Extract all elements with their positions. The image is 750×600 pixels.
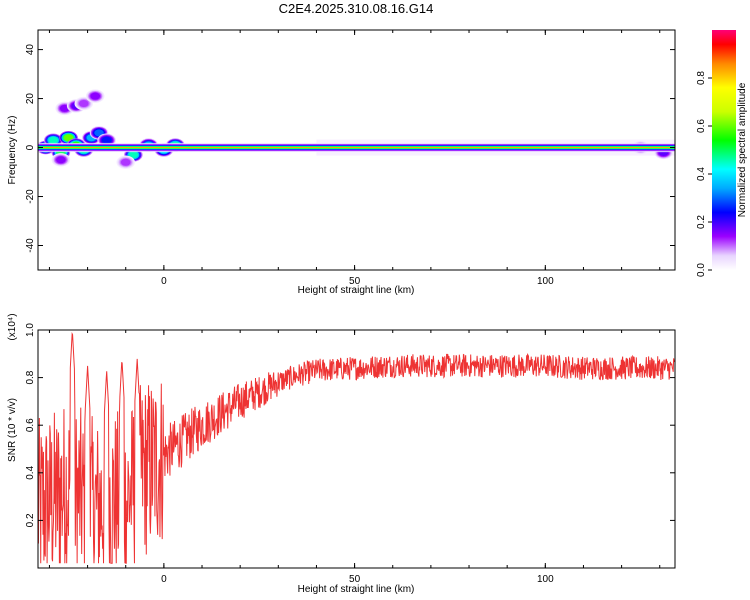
snr-x-tick-label: 100 [537,574,554,585]
snr-y-tick-label: 0.4 [25,465,36,479]
heatmap-x-tick-label: 0 [161,276,167,287]
heatmap-y-tick-label: 20 [25,93,36,105]
heatmap-y-tick-label: 40 [25,44,36,56]
heatmap-plot-area [38,89,675,169]
colorbar-tick-label: 0.2 [696,215,707,229]
heatmap-blob-layer [120,158,131,166]
snr-y-tick-label: 0.6 [25,418,36,432]
heatmap-blob-layer [94,129,104,137]
heatmap-blob [59,131,78,145]
colorbar-label: Normalized spectral amplitude [737,82,748,217]
heatmap-panel: 0 50 100 -40 -20 0 20 40 Height of straight li… [7,29,676,296]
heatmap-blob-layer [56,156,66,164]
snr-series-line [38,331,675,564]
snr-x-tick-label: 0 [161,574,167,585]
heatmap-y-axis-label: Frequency (Hz) [7,116,18,185]
snr-frame [37,329,676,569]
snr-x-ticks: 0 50 100 [48,330,661,585]
heatmap-x-tick-label: 50 [349,276,361,287]
snr-x-tick-label: 50 [349,574,361,585]
heatmap-y-tick-label: -40 [25,238,36,253]
colorbar-tick-label: 0.0 [696,263,707,277]
heatmap-frame [37,29,676,271]
colorbar: 0.0 0.2 0.4 0.6 0.8 Normalized spectral ampl… [696,30,748,277]
heatmap-blob [116,155,136,169]
chart-title: C2E4.2025.310.08.16.G14 [279,1,434,16]
snr-x-axis-label: Height of straight line (km) [298,584,415,595]
heatmap-blob [85,89,105,103]
heatmap-y-ticks: -40 -20 0 20 40 [25,44,675,253]
heatmap-x-ticks: 0 50 100 [48,30,661,287]
snr-y-ticks: 0.2 0.4 0.6 0.8 1.0 [25,323,675,527]
heatmap-ridge [38,142,675,153]
colorbar-ticks: 0.0 0.2 0.4 0.6 0.8 [696,71,712,277]
snr-panel: 0 50 100 0.2 0.4 0.6 0.8 1.0 Height of straigh… [7,313,676,595]
heatmap-blob [51,153,71,167]
heatmap-blob [74,96,94,111]
heatmap-blob-layer [78,99,89,107]
colorbar-tick-label: 0.8 [696,71,707,85]
heatmap-y-tick-label: 0 [25,144,36,150]
colorbar-tick-label: 0.4 [696,167,707,181]
heatmap-blob-layer [128,151,139,159]
snr-y-axis-label: SNR (10 * v/v) [7,398,18,462]
heatmap-x-tick-label: 100 [537,276,554,287]
colorbar-gradient [712,30,736,270]
heatmap-blob-layer [48,136,59,144]
heatmap-blob-layer [90,92,101,100]
snr-y-tick-label: 1.0 [25,323,36,337]
colorbar-tick-label: 0.6 [696,119,707,133]
heatmap-blob-layer [63,134,74,142]
heatmap-x-axis-label: Height of straight line (km) [298,285,415,296]
snr-y-tick-label: 0.8 [25,370,36,384]
snr-y-multiplier: (x10⁴) [7,313,18,340]
snr-y-tick-label: 0.2 [25,513,36,527]
heatmap-y-tick-label: -20 [25,189,36,204]
snr-plot-area [38,331,675,564]
heatmap-blob-layer [101,136,112,144]
